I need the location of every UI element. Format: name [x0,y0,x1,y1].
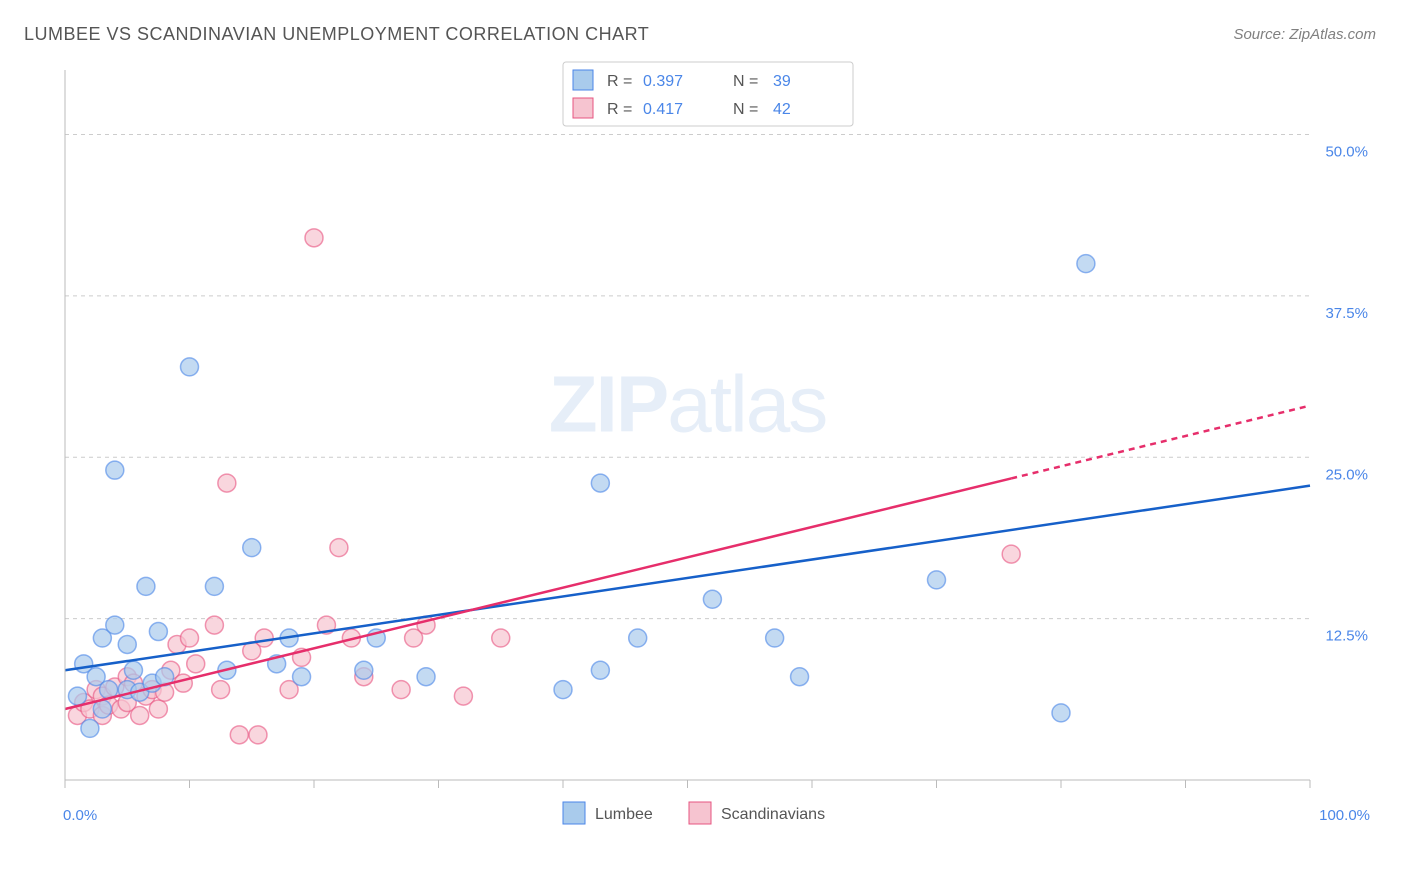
legend-swatch [573,98,593,118]
chart-container: LUMBEE VS SCANDINAVIAN UNEMPLOYMENT CORR… [0,0,1406,892]
data-point [293,668,311,686]
data-point [149,700,167,718]
legend-swatch [563,802,585,824]
data-point [1052,704,1070,722]
data-point [591,661,609,679]
chart-title: LUMBEE VS SCANDINAVIAN UNEMPLOYMENT CORR… [24,24,649,45]
data-point [454,687,472,705]
data-point [181,358,199,376]
data-point [212,681,230,699]
trend-line [65,478,1011,709]
data-point [243,539,261,557]
data-point [392,681,410,699]
data-point [703,590,721,608]
data-point [1002,545,1020,563]
data-point [187,655,205,673]
data-point [591,474,609,492]
data-point [230,726,248,744]
data-point [330,539,348,557]
data-point [492,629,510,647]
data-point [106,616,124,634]
legend-r-value: 0.397 [643,73,683,90]
legend-r-value: 0.417 [643,101,683,118]
legend-n-label: N = [733,73,758,90]
data-point [791,668,809,686]
data-point [131,706,149,724]
legend-series-label: Lumbee [595,806,653,823]
data-point [118,635,136,653]
data-point [417,668,435,686]
legend-n-value: 42 [773,101,791,118]
data-point [629,629,647,647]
data-point [205,577,223,595]
y-tick-label: 37.5% [1325,305,1368,322]
data-point [181,629,199,647]
data-point [255,629,273,647]
data-point [124,661,142,679]
legend-r-label: R = [607,101,632,118]
data-point [174,674,192,692]
data-point [137,577,155,595]
data-point [249,726,267,744]
data-point [218,474,236,492]
data-point [106,461,124,479]
y-tick-label: 50.0% [1325,144,1368,161]
legend-n-value: 39 [773,73,791,90]
y-tick-label: 25.0% [1325,466,1368,483]
data-point [1077,255,1095,273]
data-point [305,229,323,247]
data-point [928,571,946,589]
legend-n-label: N = [733,101,758,118]
chart-plot-area: 12.5%25.0%37.5%50.0%ZIPatlas0.0%100.0%Un… [50,60,1376,842]
data-point [355,661,373,679]
legend-swatch [573,70,593,90]
trend-line-extrapolated [1011,406,1310,479]
legend-series-label: Scandinavians [721,806,825,823]
data-point [205,616,223,634]
y-tick-label: 12.5% [1325,628,1368,645]
watermark: ZIPatlas [549,359,826,448]
legend-r-label: R = [607,73,632,90]
source-attribution: Source: ZipAtlas.com [1233,26,1376,43]
data-point [149,623,167,641]
data-point [81,719,99,737]
trend-line [65,486,1310,671]
data-point [554,681,572,699]
legend-swatch [689,802,711,824]
x-tick-label: 0.0% [63,807,97,824]
data-point [766,629,784,647]
x-tick-label: 100.0% [1319,807,1370,824]
scatter-chart-svg: 12.5%25.0%37.5%50.0%ZIPatlas0.0%100.0%Un… [50,60,1376,842]
data-point [68,687,86,705]
